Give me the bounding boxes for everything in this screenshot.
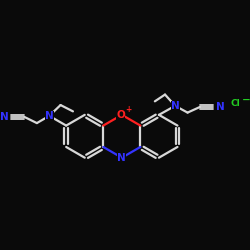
Text: N: N	[171, 101, 179, 111]
Text: N: N	[216, 102, 225, 112]
Text: +: +	[125, 106, 131, 114]
Text: Cl: Cl	[230, 99, 240, 108]
Text: N: N	[0, 112, 9, 122]
Text: N: N	[118, 153, 126, 163]
Text: −: −	[242, 95, 250, 105]
Text: N: N	[45, 111, 54, 121]
Text: O: O	[116, 110, 125, 120]
